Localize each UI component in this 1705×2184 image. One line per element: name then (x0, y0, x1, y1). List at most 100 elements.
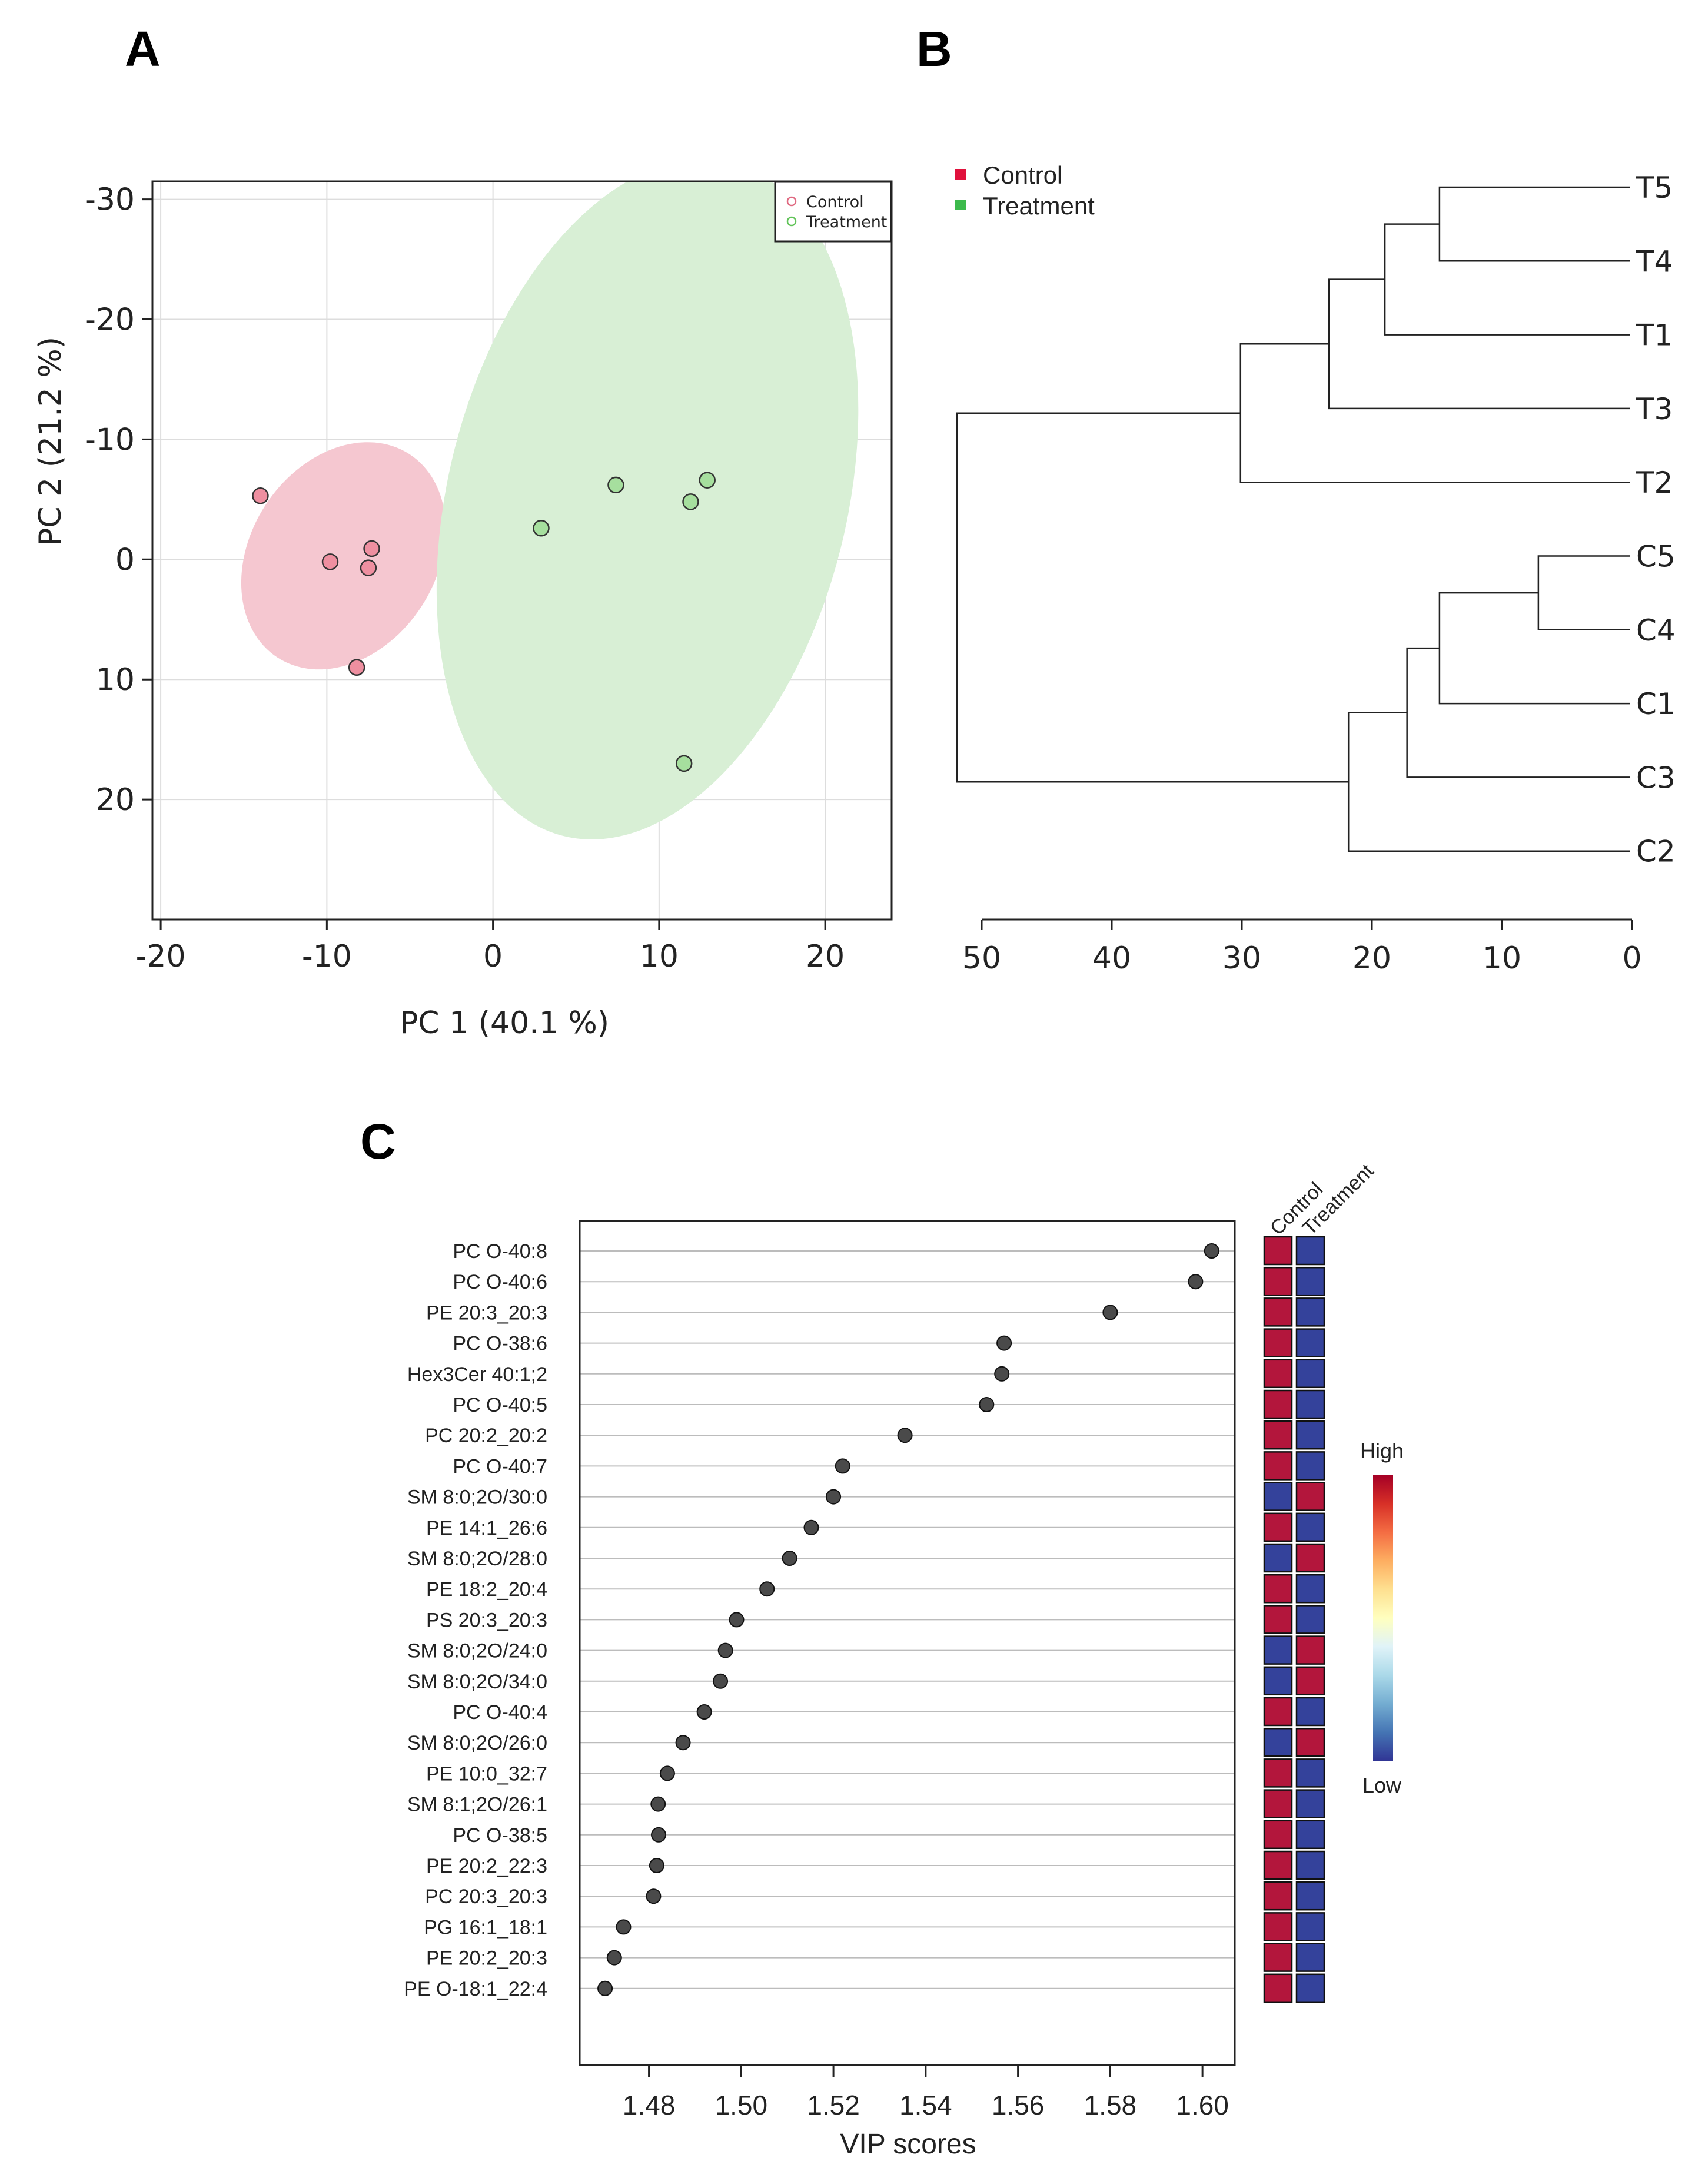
vip-score-point (979, 1397, 995, 1412)
legend-control-text: Control (983, 161, 1062, 189)
heatmap-cell-treatment (1295, 1420, 1325, 1450)
leaf-label-t5: T5 (1636, 171, 1673, 205)
vip-score-point (996, 1335, 1012, 1351)
vip-score-point (835, 1458, 850, 1474)
vip-score-point (897, 1428, 913, 1443)
vip-tick-label: 1.48 (623, 2090, 676, 2120)
heatmap-cell-control (1263, 1389, 1293, 1419)
data-point-treatment (533, 520, 550, 537)
leaf-label-c4: C4 (1636, 613, 1676, 648)
vip-score-point (782, 1551, 797, 1566)
data-point-treatment (682, 493, 699, 510)
dendrogram-tick-label: 40 (1092, 941, 1131, 976)
vip-score-plot: PC O-40:8 PC O-40:6 PE 20:3_20:3 PC O-38:6 H… (404, 1160, 1404, 2160)
data-point-control (348, 659, 365, 676)
vip-score-point (651, 1827, 667, 1843)
leaf-label-t4: T4 (1636, 244, 1673, 278)
vip-score-point (994, 1366, 1010, 1382)
y-tick-label: -20 (85, 302, 135, 337)
leaf-label-c2: C2 (1636, 835, 1676, 869)
heatmap-cell-treatment (1295, 1727, 1325, 1757)
vip-score-point (826, 1489, 842, 1505)
heatmap-cell-treatment (1295, 1236, 1325, 1266)
heatmap-cell-treatment (1295, 1359, 1325, 1389)
x-tick-label: -10 (302, 939, 352, 974)
vip-score-point (1102, 1305, 1118, 1320)
legend-treatment-label: Treatment (806, 213, 887, 231)
data-point-control (252, 487, 269, 504)
x-tick-label: 0 (483, 939, 503, 974)
feature-label: PG 16:1_18:1 (424, 1916, 547, 1939)
colorbar-high-label: High (1360, 1439, 1404, 1463)
dendrogram-tick-label: 10 (1483, 941, 1521, 976)
vip-score-point (649, 1858, 664, 1873)
pca-ellipses (241, 181, 859, 839)
legend-treatment-text: Treatment (983, 192, 1095, 220)
heatmap-cell-treatment (1295, 1881, 1325, 1911)
feature-label: PC 20:2_20:2 (425, 1425, 547, 1447)
vip-score-point (675, 1735, 691, 1751)
pca-y-axis-label: PC 2 (21.2 %) (33, 337, 68, 546)
dendrogram-branches (956, 186, 1630, 852)
pca-points (252, 472, 716, 772)
confidence-ellipse-treatment (436, 181, 859, 839)
feature-label: PC 20:3_20:3 (425, 1886, 547, 1908)
panel-letter-c: C (360, 1114, 396, 1169)
y-tick-label: -10 (85, 422, 135, 457)
dendrogram-branch (1384, 223, 1630, 336)
vip-feature-rows: PC O-40:8 PC O-40:6 PE 20:3_20:3 PC O-38:6 H… (404, 1240, 1235, 2000)
heatmap-cell-treatment (1295, 1297, 1325, 1327)
vip-tick-label: 1.56 (992, 2090, 1045, 2120)
vip-score-point (803, 1519, 819, 1535)
dendrogram-branch (956, 412, 1349, 783)
vip-tick-label: 1.60 (1176, 2090, 1229, 2120)
heatmap-cell-treatment (1295, 1758, 1325, 1788)
colorbar-low-label: Low (1362, 1773, 1402, 1797)
heatmap-cell-treatment (1295, 1666, 1325, 1696)
feature-label: SM 8:1;2O/26:1 (407, 1794, 547, 1816)
vip-score-point (616, 1919, 632, 1935)
heatmap-cell-control (1263, 1236, 1293, 1266)
heatmap-cell-treatment (1295, 1574, 1325, 1604)
panel-letter-b: B (916, 21, 952, 77)
vip-tick-label: 1.52 (807, 2090, 860, 2120)
feature-label: PE 14:1_26:6 (426, 1517, 547, 1539)
feature-label: PC O-40:7 (453, 1455, 547, 1478)
heatmap-cell-control (1263, 1266, 1293, 1296)
heatmap-cell-treatment (1295, 1820, 1325, 1850)
feature-label: PE O-18:1_22:4 (404, 1978, 547, 2000)
confidence-ellipse-control (241, 442, 446, 670)
vip-score-point (1204, 1243, 1219, 1259)
heatmap-cell-control (1263, 1973, 1293, 2003)
dendrogram-axis: 50 40 30 20 10 0 (962, 920, 1642, 976)
legend-control-swatch (955, 169, 966, 180)
feature-label: PC O-40:6 (453, 1271, 547, 1293)
pca-y-axis: -30 -20 -10 0 10 20 (85, 182, 152, 818)
feature-label: PC O-40:5 (453, 1394, 547, 1416)
y-tick-label: 10 (96, 662, 135, 698)
heatmap-cell-control (1263, 1635, 1293, 1665)
leaf-label-t2: T2 (1636, 466, 1673, 500)
heatmap-cell-treatment (1295, 1605, 1325, 1634)
vip-tick-label: 1.54 (899, 2090, 952, 2120)
leaf-label-c1: C1 (1636, 687, 1676, 721)
vip-tick-label: 1.50 (715, 2090, 768, 2120)
heatmap-cell-treatment (1295, 1482, 1325, 1511)
legend-control-label: Control (806, 193, 864, 211)
heatmap-cell-treatment (1295, 1635, 1325, 1665)
y-tick-label: 0 (115, 542, 135, 577)
heatmap-cell-treatment (1295, 1789, 1325, 1818)
colorbar-gradient (1373, 1475, 1393, 1761)
panel-letter-a: A (125, 21, 161, 77)
data-point-control (360, 559, 377, 576)
data-point-control (321, 553, 339, 570)
legend-treatment-marker (786, 216, 797, 227)
vip-plot-frame (579, 1220, 1236, 2066)
heatmap-colorbar: High Low (1360, 1439, 1404, 1797)
heatmap-cell-treatment (1295, 1451, 1325, 1481)
heatmap-cell-treatment (1295, 1697, 1325, 1727)
heatmap-cell-control (1263, 1943, 1293, 1972)
x-tick-label: -20 (136, 939, 186, 974)
vip-score-point (717, 1642, 733, 1658)
